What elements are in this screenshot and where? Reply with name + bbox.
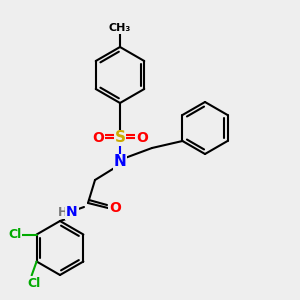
Text: H: H xyxy=(58,206,68,218)
Text: Cl: Cl xyxy=(8,228,21,241)
Text: Cl: Cl xyxy=(27,277,40,290)
Text: CH₃: CH₃ xyxy=(109,23,131,33)
Text: O: O xyxy=(92,131,104,145)
Text: S: S xyxy=(115,130,125,146)
Text: N: N xyxy=(114,154,126,169)
Text: O: O xyxy=(136,131,148,145)
Text: N: N xyxy=(66,205,78,219)
Text: O: O xyxy=(109,201,121,215)
